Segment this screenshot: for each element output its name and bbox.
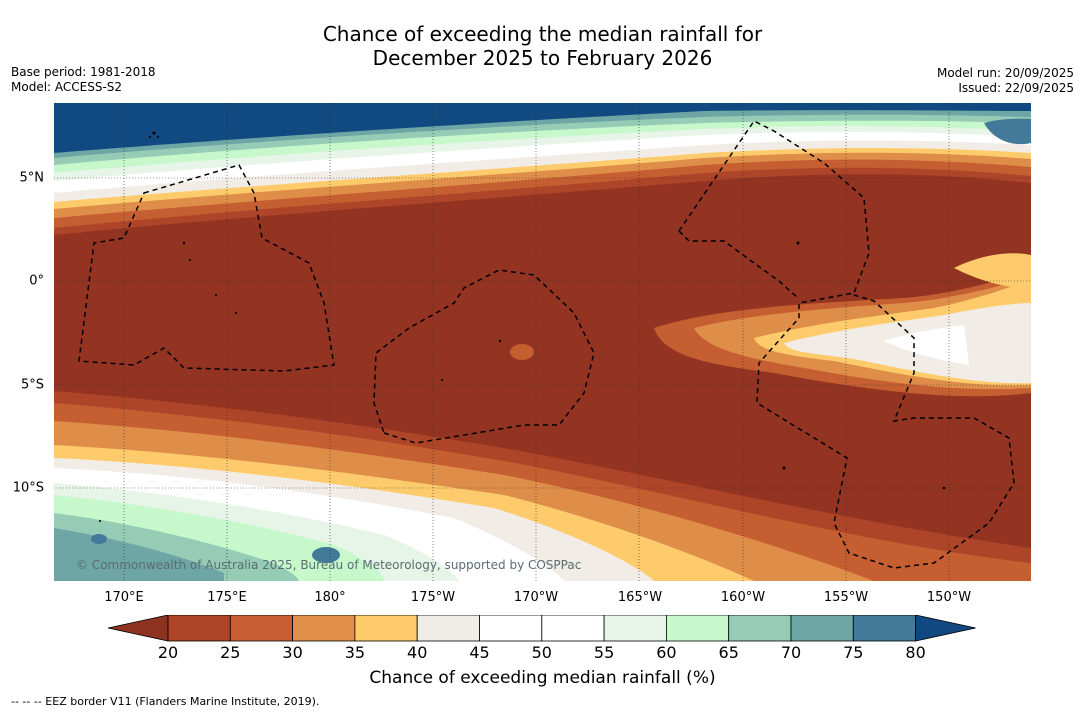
colorbar-tick-label: 60 <box>656 643 677 662</box>
model-run-date: Model run: 20/09/2025 <box>936 66 1074 80</box>
colorbar-tick-label: 80 <box>905 643 926 662</box>
lon-label: 165°W <box>617 590 663 605</box>
eez-tuvalu-kiribati-west <box>78 164 335 372</box>
patch-south-80b <box>91 534 107 544</box>
eez-phoenix <box>373 269 595 444</box>
eez-borders <box>78 120 1015 569</box>
base-period: Base period: 1981-2018 <box>11 65 156 79</box>
lat-label: 10°S <box>12 480 44 496</box>
lon-label: 175°W <box>410 590 456 605</box>
colorbar-extend-low <box>108 615 169 642</box>
colorbar-segment <box>229 615 294 642</box>
lat-label: 5°N <box>19 170 45 186</box>
colorbar-title: Chance of exceeding median rainfall (%) <box>369 668 716 688</box>
colorbar-tick-label: 70 <box>780 643 802 662</box>
run-info: Model run: 20/09/2025 Issued: 22/09/2025 <box>937 66 1074 96</box>
colorbar-segment <box>292 615 356 642</box>
lat-label: 5°S <box>20 377 44 393</box>
colorbar-extend-high <box>915 615 976 642</box>
patch-mid-30 <box>510 344 534 360</box>
patch-ne-75 <box>984 118 1031 145</box>
colorbar-tick-label: 55 <box>593 643 615 662</box>
colorbar-tick-label: 25 <box>220 643 241 662</box>
lon-label: 170°E <box>104 590 144 605</box>
eez-line-west-segment <box>678 230 800 300</box>
title-line-2: December 2025 to February 2026 <box>372 46 713 70</box>
colorbar-segment <box>666 615 730 642</box>
patch-south-80 <box>312 547 340 563</box>
colorbar-segment <box>479 615 543 642</box>
colorbar-tick-label: 35 <box>344 643 366 662</box>
lon-label: 155°W <box>823 590 869 605</box>
colorbar-tick-label: 20 <box>157 643 179 662</box>
islands <box>99 131 946 522</box>
graticule <box>54 103 1031 581</box>
model-info: Base period: 1981-2018 Model: ACCESS-S2 <box>11 65 156 95</box>
colorbar-segment <box>541 615 605 642</box>
eez-legend-note: -- -- -- EEZ border V11 (Flanders Marine… <box>11 695 320 708</box>
lon-label: 160°W <box>720 590 766 605</box>
lat-label: 0° <box>29 273 44 289</box>
colorbar-segment <box>603 615 667 642</box>
colorbar-segment <box>728 615 792 642</box>
colorbar <box>108 615 976 642</box>
colorbar-tick-label: 30 <box>282 643 303 662</box>
band-east-north-40 <box>954 253 1031 289</box>
colorbar-segment <box>354 615 418 642</box>
title-line-1: Chance of exceeding the median rainfall … <box>322 22 763 46</box>
colorbar-tick-label: 75 <box>843 643 864 662</box>
colorbar-segment <box>790 615 854 642</box>
map-title: Chance of exceeding the median rainfall … <box>0 22 1085 70</box>
eez-line-islands-north <box>678 120 1015 569</box>
colorbar-tick-label: 65 <box>718 643 739 662</box>
lon-label: 150°W <box>926 590 972 605</box>
rainfall-map <box>54 103 1031 581</box>
model-name: Model: ACCESS-S2 <box>11 80 123 94</box>
colorbar-segment <box>416 615 480 642</box>
tongue-east-55 <box>884 325 969 365</box>
band-north-80 <box>54 103 1031 153</box>
lon-label: 175°E <box>207 590 247 605</box>
colorbar-segment <box>167 615 231 642</box>
colorbar-tick-label: 50 <box>531 643 552 662</box>
lon-label: 180° <box>314 590 346 605</box>
colorbar-tick-label: 40 <box>407 643 428 662</box>
lon-label: 170°W <box>513 590 559 605</box>
colorbar-segment <box>852 615 916 642</box>
colorbar-tick-label: 45 <box>469 643 490 662</box>
issued-date: Issued: 22/09/2025 <box>958 81 1074 95</box>
copyright-notice: © Commonwealth of Australia 2025, Bureau… <box>76 558 582 572</box>
